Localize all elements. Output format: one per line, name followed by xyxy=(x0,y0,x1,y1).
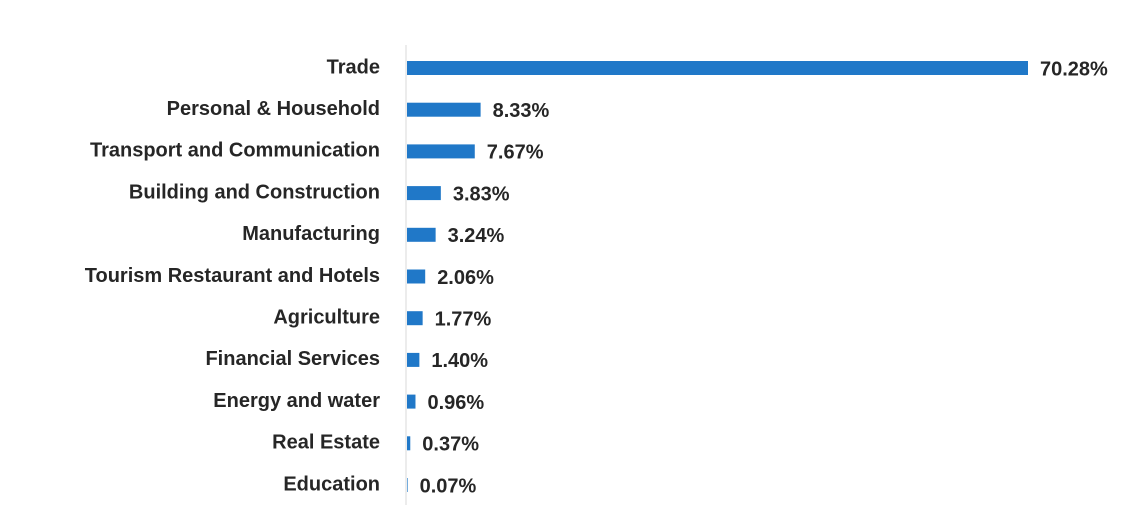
category-label: Personal & Household xyxy=(167,98,380,120)
value-label: 1.40% xyxy=(431,350,488,372)
bar xyxy=(407,311,423,326)
category-label: Financial Services xyxy=(205,348,380,370)
category-label: Education xyxy=(283,473,380,495)
category-label: Manufacturing xyxy=(242,223,380,245)
bar xyxy=(407,352,420,367)
category-label: Agriculture xyxy=(273,306,380,328)
bar xyxy=(407,436,411,451)
bar xyxy=(407,144,475,159)
bar xyxy=(407,269,426,284)
value-label: 8.33% xyxy=(493,100,550,122)
value-label: 3.24% xyxy=(448,225,505,247)
value-label: 0.96% xyxy=(427,392,484,414)
value-label: 3.83% xyxy=(453,183,510,205)
value-label: 2.06% xyxy=(437,267,494,289)
category-label: Transport and Communication xyxy=(90,140,380,162)
bar xyxy=(407,61,1028,75)
category-label: Trade xyxy=(327,56,380,78)
value-label: 70.28% xyxy=(1040,58,1108,80)
value-label: 7.67% xyxy=(487,142,544,164)
bar xyxy=(407,227,436,242)
category-label: Tourism Restaurant and Hotels xyxy=(85,265,380,287)
bar xyxy=(407,478,408,492)
bar xyxy=(407,186,441,201)
category-label: Building and Construction xyxy=(129,181,380,203)
value-label: 1.77% xyxy=(435,308,492,330)
bar xyxy=(407,102,481,117)
category-label: Energy and water xyxy=(213,390,380,412)
value-label: 0.37% xyxy=(422,434,479,456)
category-label: Real Estate xyxy=(272,432,380,454)
bar xyxy=(407,394,416,409)
value-label: 0.07% xyxy=(420,475,477,497)
